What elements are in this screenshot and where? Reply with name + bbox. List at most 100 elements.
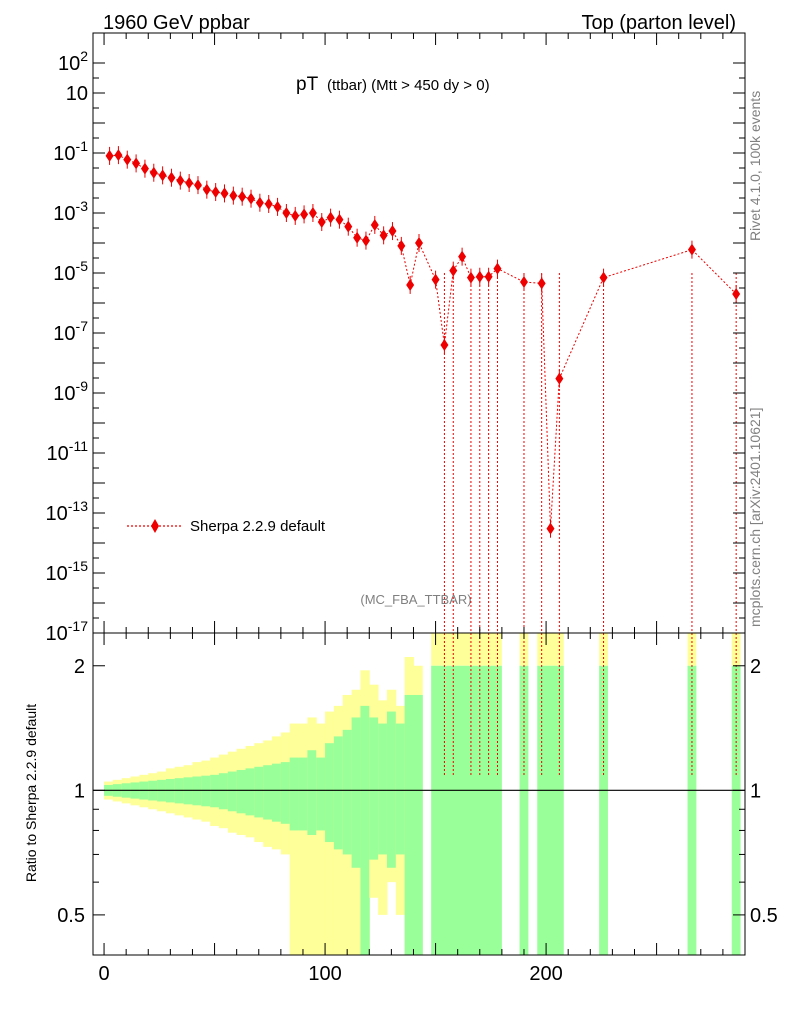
ratio-band-outer: [298, 723, 308, 955]
data-point: [167, 171, 176, 184]
data-point: [300, 208, 309, 221]
ratio-band-inner: [227, 771, 238, 812]
ratio-band-inner: [369, 717, 379, 860]
data-point: [308, 207, 317, 219]
data-point: [326, 211, 335, 224]
data-point: [687, 243, 696, 256]
data-point: [415, 237, 423, 249]
ratio-y-tick-label-right: 1: [750, 780, 761, 802]
data-point: [185, 177, 194, 189]
data-point: [449, 264, 458, 277]
ratio-band-inner: [519, 665, 529, 955]
data-point: [732, 287, 741, 300]
data-point: [440, 338, 449, 351]
data-point: [247, 192, 256, 205]
plot-title-sub: (ttbar) (Mtt > 450 dy > 0): [327, 77, 490, 94]
ratio-band-inner: [201, 775, 211, 807]
ratio-band-inner: [236, 769, 247, 814]
y-tick-label: 10-13: [46, 498, 89, 525]
ratio-band-inner: [395, 723, 406, 855]
header-right: Top (parton level): [581, 12, 736, 34]
y-tick-label: 10-17: [46, 618, 89, 645]
legend: Sherpa 2.2.9 default: [127, 518, 326, 535]
data-point: [484, 270, 493, 283]
ratio-band-inner: [272, 763, 282, 822]
ratio-band-inner: [378, 723, 388, 855]
y-tick-label: 10-1: [53, 138, 88, 165]
legend-label: Sherpa 2.2.9 default: [190, 518, 326, 535]
data-point: [211, 186, 220, 199]
data-point: [475, 270, 484, 283]
y-tick-label: 10-15: [46, 558, 89, 585]
data-point: [431, 273, 440, 286]
data-point: [149, 166, 158, 179]
ratio-y-axis-label: Ratio to Sherpa 2.2.9 default: [23, 704, 39, 882]
ratio-band-outer: [307, 717, 317, 955]
ratio-band-inner: [731, 665, 741, 955]
y-tick-label: 10-11: [47, 438, 89, 465]
ratio-band-inner: [360, 705, 370, 955]
data-point: [344, 220, 353, 233]
ratio-band-inner: [280, 762, 291, 824]
ratio-uncertainty-bands: [93, 633, 745, 955]
data-point: [370, 218, 379, 231]
y-tick-label: 10-5: [53, 258, 88, 285]
plot-title-main: pT: [296, 74, 319, 95]
ratio-band-inner: [298, 757, 308, 831]
data-point: [158, 169, 167, 182]
ratio-band-inner: [431, 665, 502, 955]
data-point: [555, 372, 564, 385]
ratio-band-outer: [289, 723, 300, 955]
data-point: [193, 179, 202, 192]
ratio-y-tick-label-left: 0.5: [57, 905, 85, 927]
ratio-y-tick-label-right: 2: [750, 656, 761, 678]
data-point: [291, 209, 300, 222]
data-point: [255, 196, 264, 209]
rivet-version-label: Rivet 4.1.0, 100k events: [747, 91, 763, 241]
mcplots-label: mcplots.cern.ch [arXiv:2401.10621]: [747, 408, 763, 627]
data-point: [397, 239, 406, 252]
data-point: [176, 174, 185, 187]
ratio-band-inner: [254, 766, 264, 818]
ratio-band-inner: [263, 765, 273, 820]
ratio-band-inner: [325, 743, 335, 843]
data-point: [388, 225, 397, 238]
data-point: [282, 207, 291, 219]
ratio-band-inner: [351, 717, 361, 868]
ratio-band-inner: [210, 774, 220, 808]
y-tick-label: 10-7: [53, 318, 88, 345]
x-tick-label: 200: [529, 963, 562, 985]
data-point: [537, 277, 546, 290]
ratio-band-inner: [316, 757, 326, 831]
data-point: [335, 213, 344, 226]
ratio-frame: [92, 632, 746, 956]
data-point: [317, 216, 326, 229]
data-point: [123, 153, 132, 166]
main-frame: [92, 32, 746, 634]
ratio-band-inner: [289, 757, 300, 831]
ratio-band-outer: [316, 723, 326, 955]
data-point: [353, 231, 362, 244]
data-point: [229, 189, 238, 202]
ratio-band-inner: [342, 729, 353, 855]
ratio-y-tick-label-right: 0.5: [750, 905, 778, 927]
legend-marker: [151, 519, 159, 533]
y-tick-label: 10-3: [53, 198, 88, 225]
data-point: [406, 278, 415, 291]
data-point: [493, 262, 502, 275]
data-point: [264, 197, 273, 210]
ratio-band-inner: [218, 773, 229, 810]
header-left: 1960 GeV ppbar: [103, 12, 250, 34]
y-tick-label: 102: [58, 48, 88, 75]
ratio-band-inner: [413, 694, 423, 955]
x-tick-label: 100: [308, 963, 341, 985]
ratio-band-inner: [404, 694, 414, 955]
data-point: [202, 183, 211, 196]
y-tick-label: 10-9: [53, 378, 88, 405]
data-point: [105, 149, 114, 162]
ratio-band-inner: [386, 711, 397, 868]
data-point: [546, 522, 555, 535]
y-tick-label: 10: [66, 83, 88, 105]
data-point: [379, 229, 388, 242]
